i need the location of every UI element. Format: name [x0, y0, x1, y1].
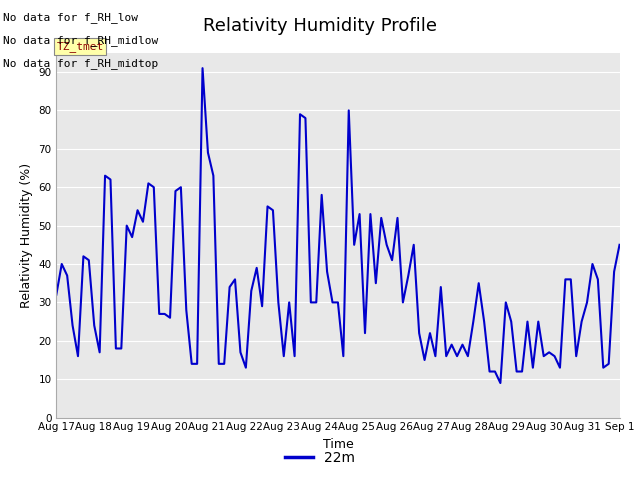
Legend: 22m: 22m	[280, 445, 360, 471]
Text: No data for f_RH_midlow: No data for f_RH_midlow	[3, 35, 159, 46]
Text: No data for f_RH_low: No data for f_RH_low	[3, 12, 138, 23]
Text: TZ_tmet: TZ_tmet	[56, 41, 104, 52]
Y-axis label: Relativity Humidity (%): Relativity Humidity (%)	[20, 163, 33, 308]
Text: No data for f_RH_midtop: No data for f_RH_midtop	[3, 58, 159, 69]
X-axis label: Time: Time	[323, 438, 353, 451]
Text: Relativity Humidity Profile: Relativity Humidity Profile	[203, 17, 437, 35]
